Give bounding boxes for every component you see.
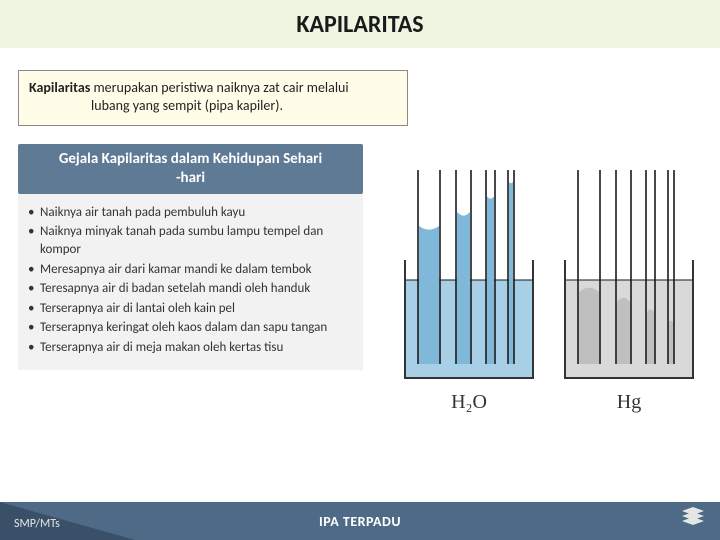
bullet-list-box: Naiknya air tanah pada pembuluh kayuNaik…	[18, 194, 363, 370]
list-item: Terserapnya air di lantai oleh kain pel	[28, 300, 353, 318]
subtitle-line1: Gejala Kapilaritas dalam Kehidupan Sehar…	[22, 150, 359, 169]
svg-text:H₂O: H₂O	[451, 391, 487, 413]
title-bar: KAPILARITAS	[0, 0, 720, 48]
capillarity-diagram: H₂O Hg	[395, 160, 705, 470]
definition-box: Kapilaritas merupakan peristiwa naiknya …	[18, 70, 408, 126]
list-item: Teresapnya air di badan setelah mandi ol…	[28, 280, 353, 298]
list-item: Terserapnya air di meja makan oleh kerta…	[28, 339, 353, 357]
list-item: Meresapnya air dari kamar mandi ke dalam…	[28, 261, 353, 279]
definition-line1: Kapilaritas merupakan peristiwa naiknya …	[29, 79, 397, 97]
definition-term: Kapilaritas	[29, 79, 90, 96]
page-title: KAPILARITAS	[296, 10, 423, 39]
list-item: Naiknya air tanah pada pembuluh kayu	[28, 204, 353, 222]
subtitle-bar: Gejala Kapilaritas dalam Kehidupan Sehar…	[18, 144, 363, 194]
footer-logo-icon	[680, 505, 706, 532]
footer-left-label: SMP/MTs	[14, 517, 60, 531]
svg-text:Hg: Hg	[617, 391, 641, 413]
list-item: Terserapnya keringat oleh kaos dalam dan…	[28, 319, 353, 337]
list-item: Naiknya minyak tanah pada sumbu lampu te…	[28, 223, 353, 258]
left-column: Gejala Kapilaritas dalam Kehidupan Sehar…	[18, 144, 363, 370]
definition-rest: merupakan peristiwa naiknya zat cair mel…	[90, 79, 348, 96]
subtitle-line2: -hari	[22, 169, 359, 188]
definition-line2: lubang yang sempit (pipa kapiler).	[29, 97, 397, 115]
bullet-list: Naiknya air tanah pada pembuluh kayuNaik…	[28, 204, 353, 356]
